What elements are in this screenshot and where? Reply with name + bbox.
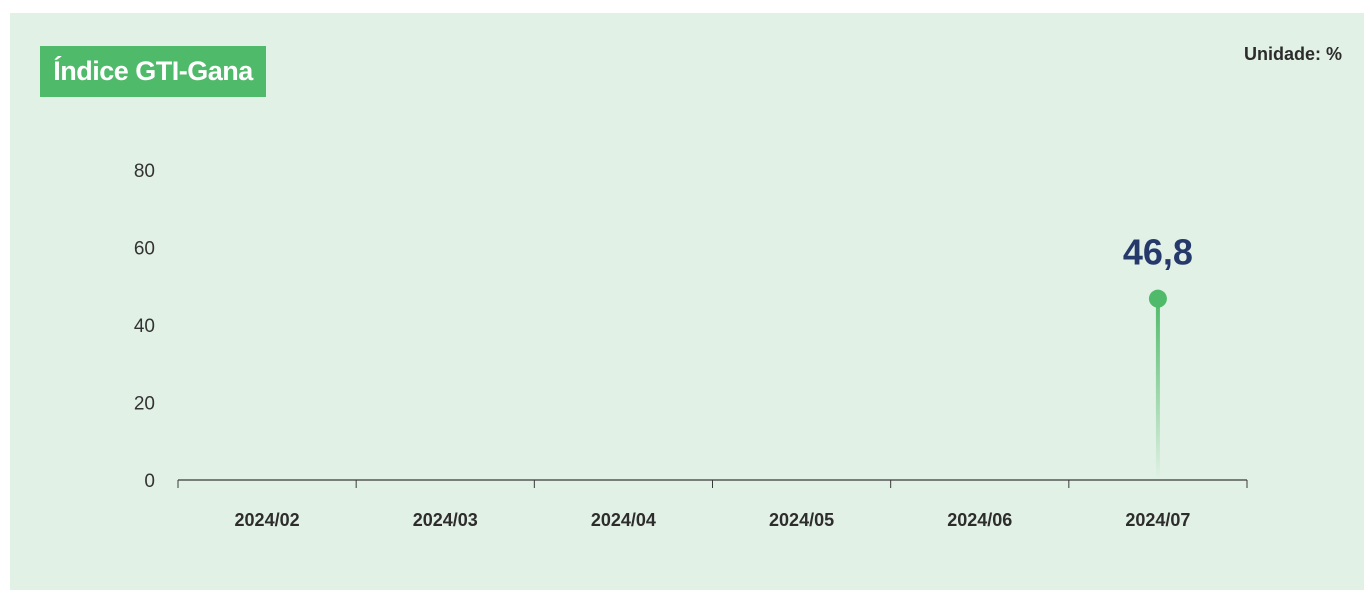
x-tick-label: 2024/07 [1125,510,1190,530]
y-tick-label: 40 [134,316,155,337]
y-tick-label: 20 [134,394,155,415]
x-tick-label: 2024/06 [947,510,1012,530]
unit-label: Unidade: % [1243,44,1342,64]
lollipop-stem [1155,298,1160,480]
y-tick-label: 80 [134,161,155,182]
x-tick-label: 2024/04 [591,510,656,530]
y-tick-label: 60 [134,239,155,260]
x-tick-label: 2024/03 [413,510,478,530]
x-tick-label: 2024/05 [769,510,834,530]
data-label: 46,8 [1123,232,1193,273]
chart-title: Índice GTI-Gana [40,46,266,97]
y-tick-label: 0 [144,471,155,492]
chart-panel [10,13,1364,590]
lollipop-dot [1148,289,1167,308]
x-tick-label: 2024/02 [235,510,300,530]
